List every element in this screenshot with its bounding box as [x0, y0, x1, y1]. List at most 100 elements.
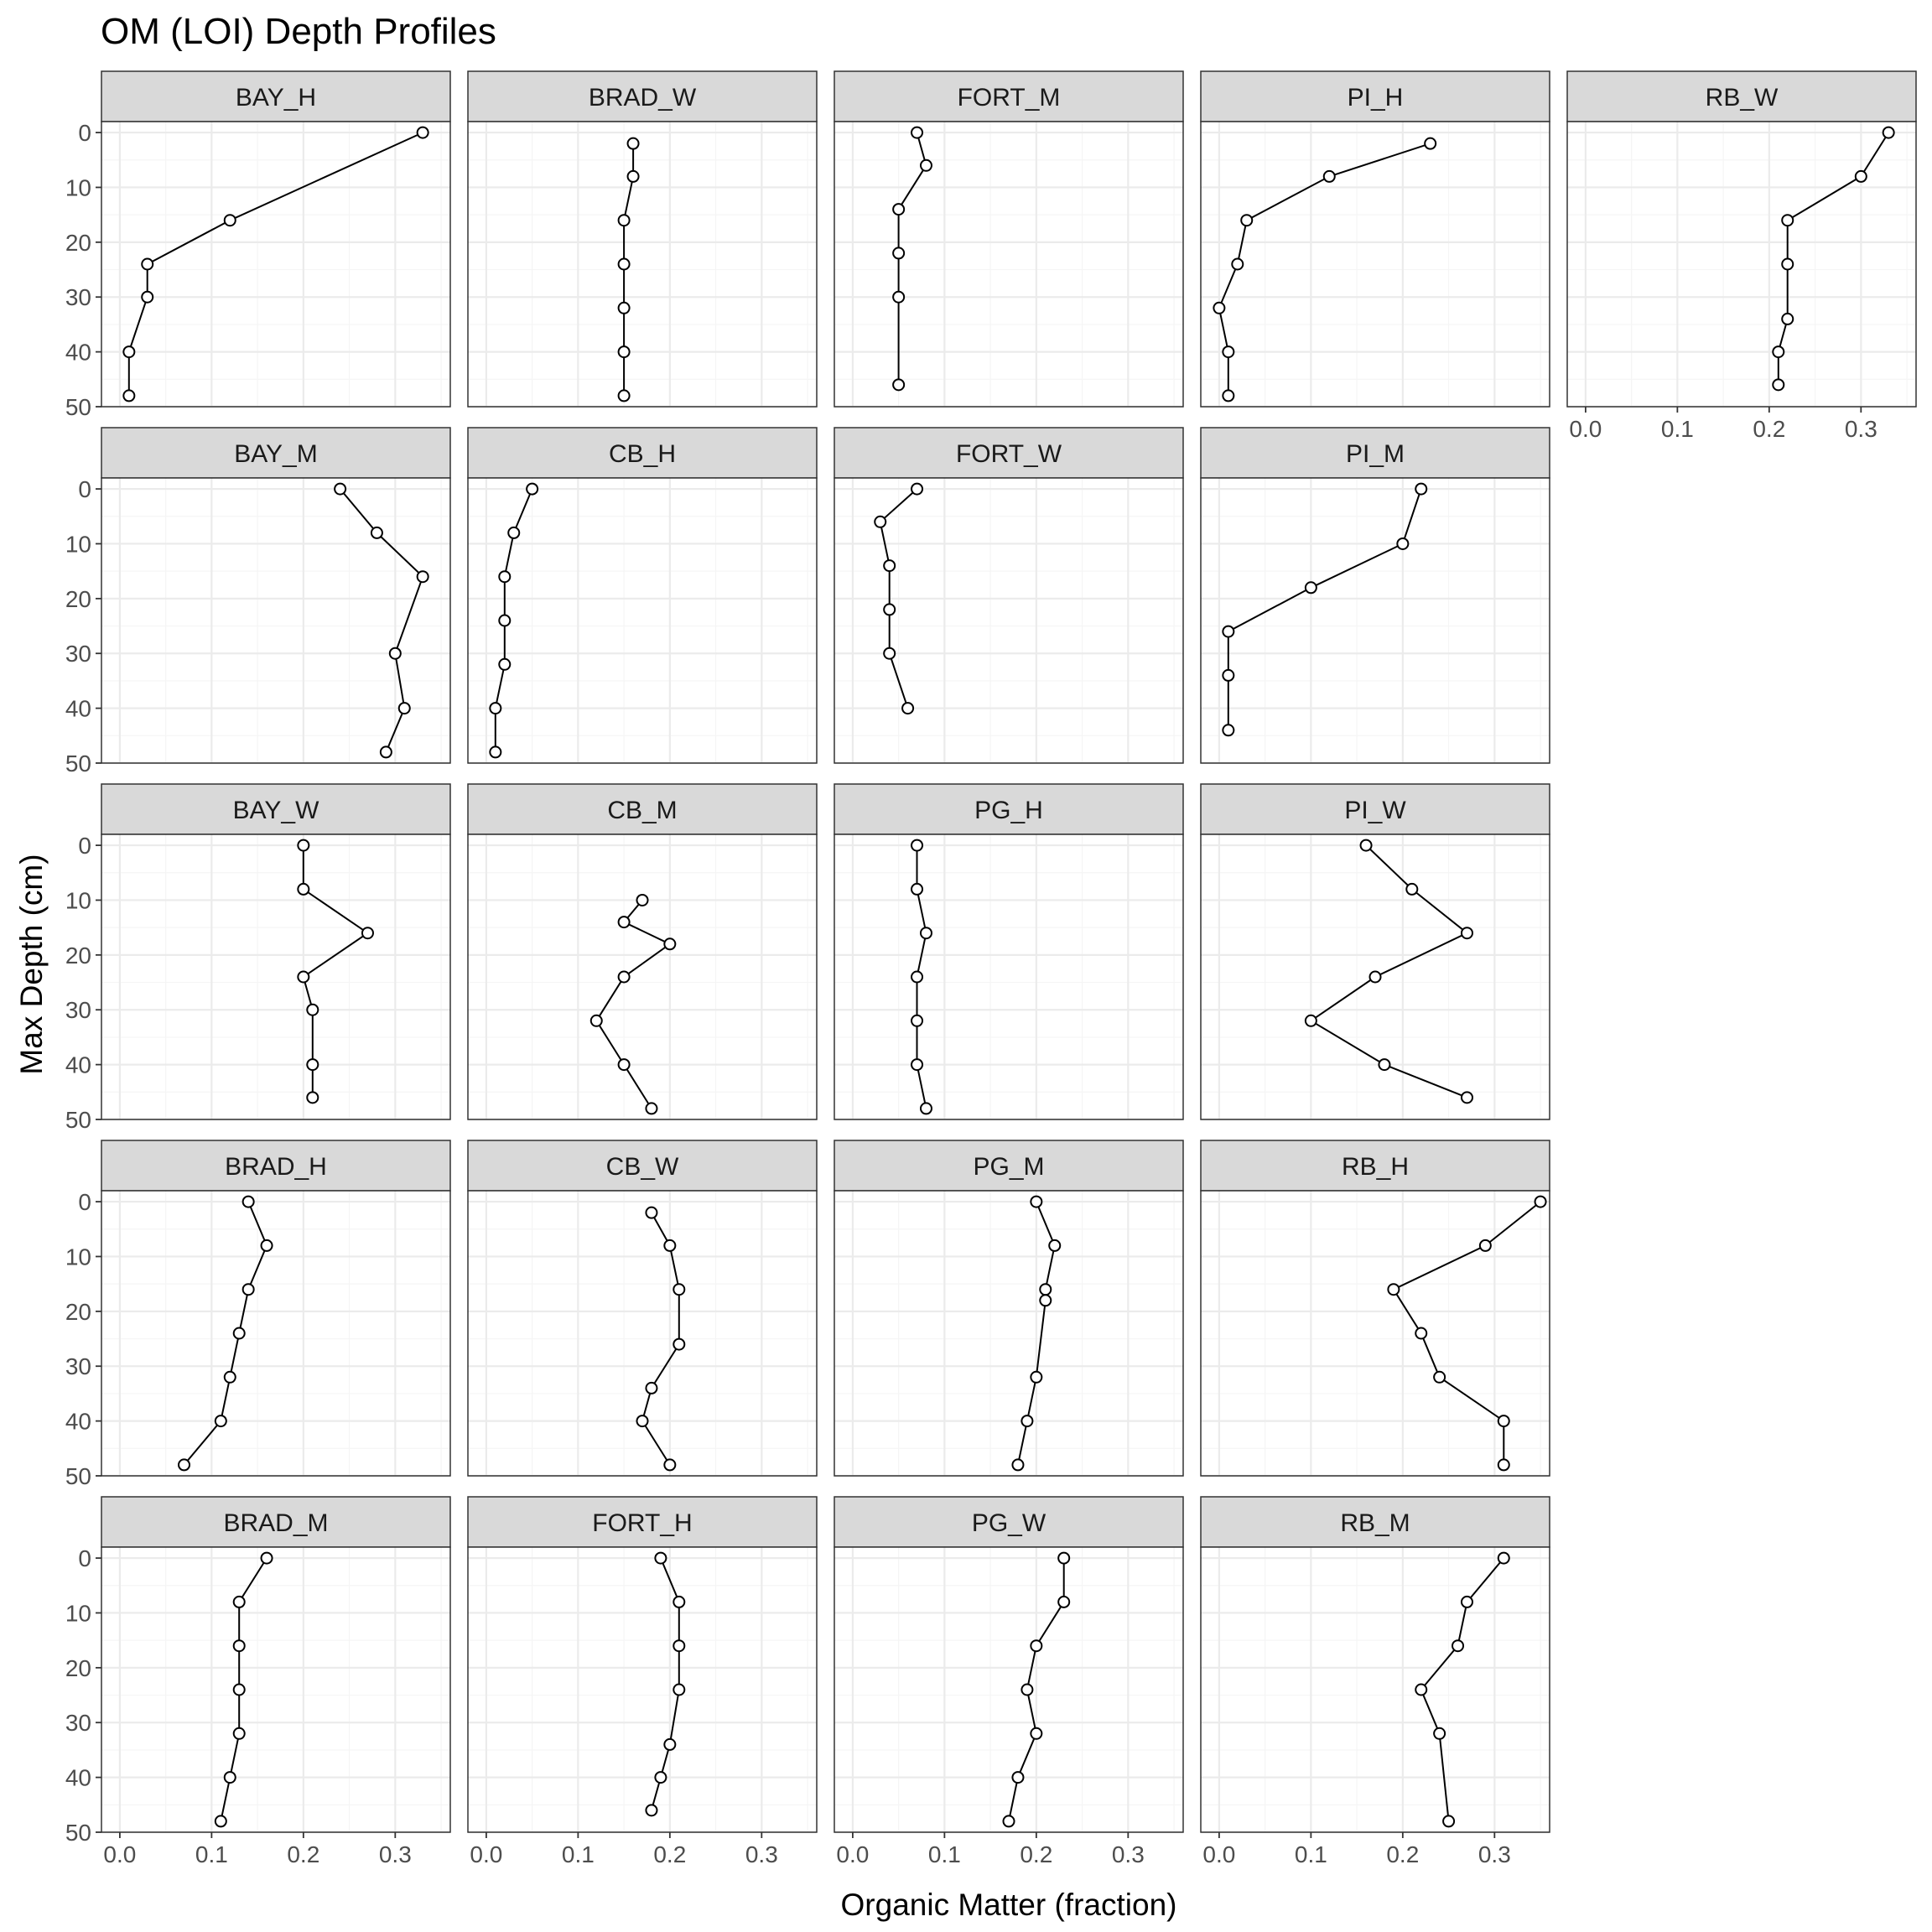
y-tick-label: 10 [65, 174, 91, 200]
data-point [911, 1014, 924, 1027]
data-point [1460, 927, 1473, 940]
facet-panel: BAY_M 0 10 20 30 40 50 [65, 427, 451, 776]
data-point [1240, 214, 1254, 227]
y-tick-label: 50 [65, 1107, 91, 1133]
data-point [645, 1206, 658, 1219]
panel-border [834, 834, 1184, 1120]
panel-background [468, 1191, 817, 1476]
data-point [1048, 1239, 1062, 1252]
facet-strip-label: PI_M [1346, 440, 1405, 468]
x-tick-label: 0.2 [653, 1841, 686, 1867]
facet-panel: PI_M [1200, 427, 1550, 765]
data-point [1030, 1639, 1043, 1653]
facet-strip [101, 427, 451, 479]
data-point [1021, 1683, 1034, 1696]
data-point [1387, 1283, 1400, 1296]
data-point [1368, 970, 1382, 984]
data-point [911, 970, 924, 984]
facet-strip [834, 783, 1184, 835]
panel-border [1200, 121, 1550, 408]
data-point [617, 345, 631, 359]
series-line [879, 488, 918, 709]
y-tick-label: 10 [65, 531, 91, 557]
data-point [223, 1771, 236, 1784]
data-point [1415, 1327, 1428, 1340]
data-point [260, 1239, 273, 1252]
data-point [416, 570, 429, 584]
data-point [645, 1381, 658, 1394]
data-point [1396, 537, 1410, 550]
panel-background [834, 834, 1183, 1119]
x-axis-title: Organic Matter (fraction) [841, 1888, 1177, 1922]
facet-panel: RB_M 0.0 0.1 0.2 0.3 [1200, 1496, 1550, 1867]
facet-strip [101, 1496, 451, 1548]
panel-background [1201, 478, 1550, 763]
facet-strip-label: FORT_M [958, 84, 1061, 112]
facet-strip [1200, 427, 1550, 479]
data-point [1222, 625, 1235, 638]
panel-background [101, 1547, 450, 1832]
x-tick-label: 0.1 [562, 1841, 595, 1867]
facet-strip-label: PG_M [973, 1153, 1044, 1181]
panel-background [468, 1547, 817, 1832]
data-point [911, 882, 924, 896]
data-point [1460, 1091, 1473, 1104]
data-point [1057, 1551, 1071, 1565]
panel-background [468, 478, 817, 763]
data-point [617, 214, 631, 227]
facet-panel: BAY_H 0 10 20 30 40 50 [65, 70, 451, 420]
y-tick-label: 50 [65, 750, 91, 776]
panel-border [101, 121, 451, 408]
facet-panel: PI_H [1200, 70, 1550, 408]
y-tick-label: 30 [65, 1710, 91, 1736]
data-point [673, 1595, 686, 1608]
y-tick-label: 20 [65, 943, 91, 969]
y-tick-label: 0 [78, 476, 91, 502]
data-point [214, 1815, 227, 1828]
data-point [397, 702, 411, 715]
facet-strip-label: BAY_W [233, 797, 319, 824]
x-tick-label: 0.2 [1753, 416, 1785, 442]
data-point [892, 378, 906, 392]
data-point [919, 158, 932, 172]
panel-background [1201, 122, 1550, 407]
facet-panel: PG_W 0.0 0.1 0.2 0.3 [834, 1496, 1184, 1867]
data-point [1322, 169, 1336, 183]
data-point [498, 614, 512, 627]
panel-background [1201, 1191, 1550, 1476]
series-line [127, 132, 423, 396]
panel-background [468, 122, 817, 407]
panel-border [467, 834, 818, 1120]
panel-border [101, 477, 451, 764]
x-tick-label: 0.3 [1112, 1841, 1145, 1867]
series-line [339, 488, 424, 753]
panel-background [834, 122, 1183, 407]
data-point [1030, 1727, 1043, 1740]
x-tick-label: 0.0 [103, 1841, 136, 1867]
data-point [1781, 214, 1794, 227]
data-point [232, 1327, 246, 1340]
data-point [654, 1771, 667, 1784]
data-point [892, 247, 906, 260]
x-tick-label: 0.1 [1295, 1841, 1327, 1867]
series-line [1227, 488, 1422, 730]
y-axis-title: Max Depth (cm) [14, 854, 49, 1074]
data-point [626, 169, 640, 183]
data-point [1222, 724, 1235, 737]
data-point [911, 839, 924, 852]
facet-strip [834, 427, 1184, 479]
data-point [911, 1058, 924, 1072]
facet-strip-label: BRAD_W [589, 84, 697, 112]
data-point [1497, 1415, 1510, 1428]
data-point [334, 482, 347, 496]
data-point [636, 893, 649, 906]
data-point [141, 290, 154, 304]
data-point [1222, 345, 1235, 359]
data-point [1039, 1283, 1052, 1296]
data-point [673, 1683, 686, 1696]
facet-strip-label: PG_W [972, 1509, 1046, 1537]
y-tick-label: 40 [65, 696, 91, 722]
y-tick-label: 0 [78, 1189, 91, 1215]
data-point [626, 137, 640, 150]
facet-panel: BAY_W 0 10 20 30 40 50 [65, 783, 451, 1133]
